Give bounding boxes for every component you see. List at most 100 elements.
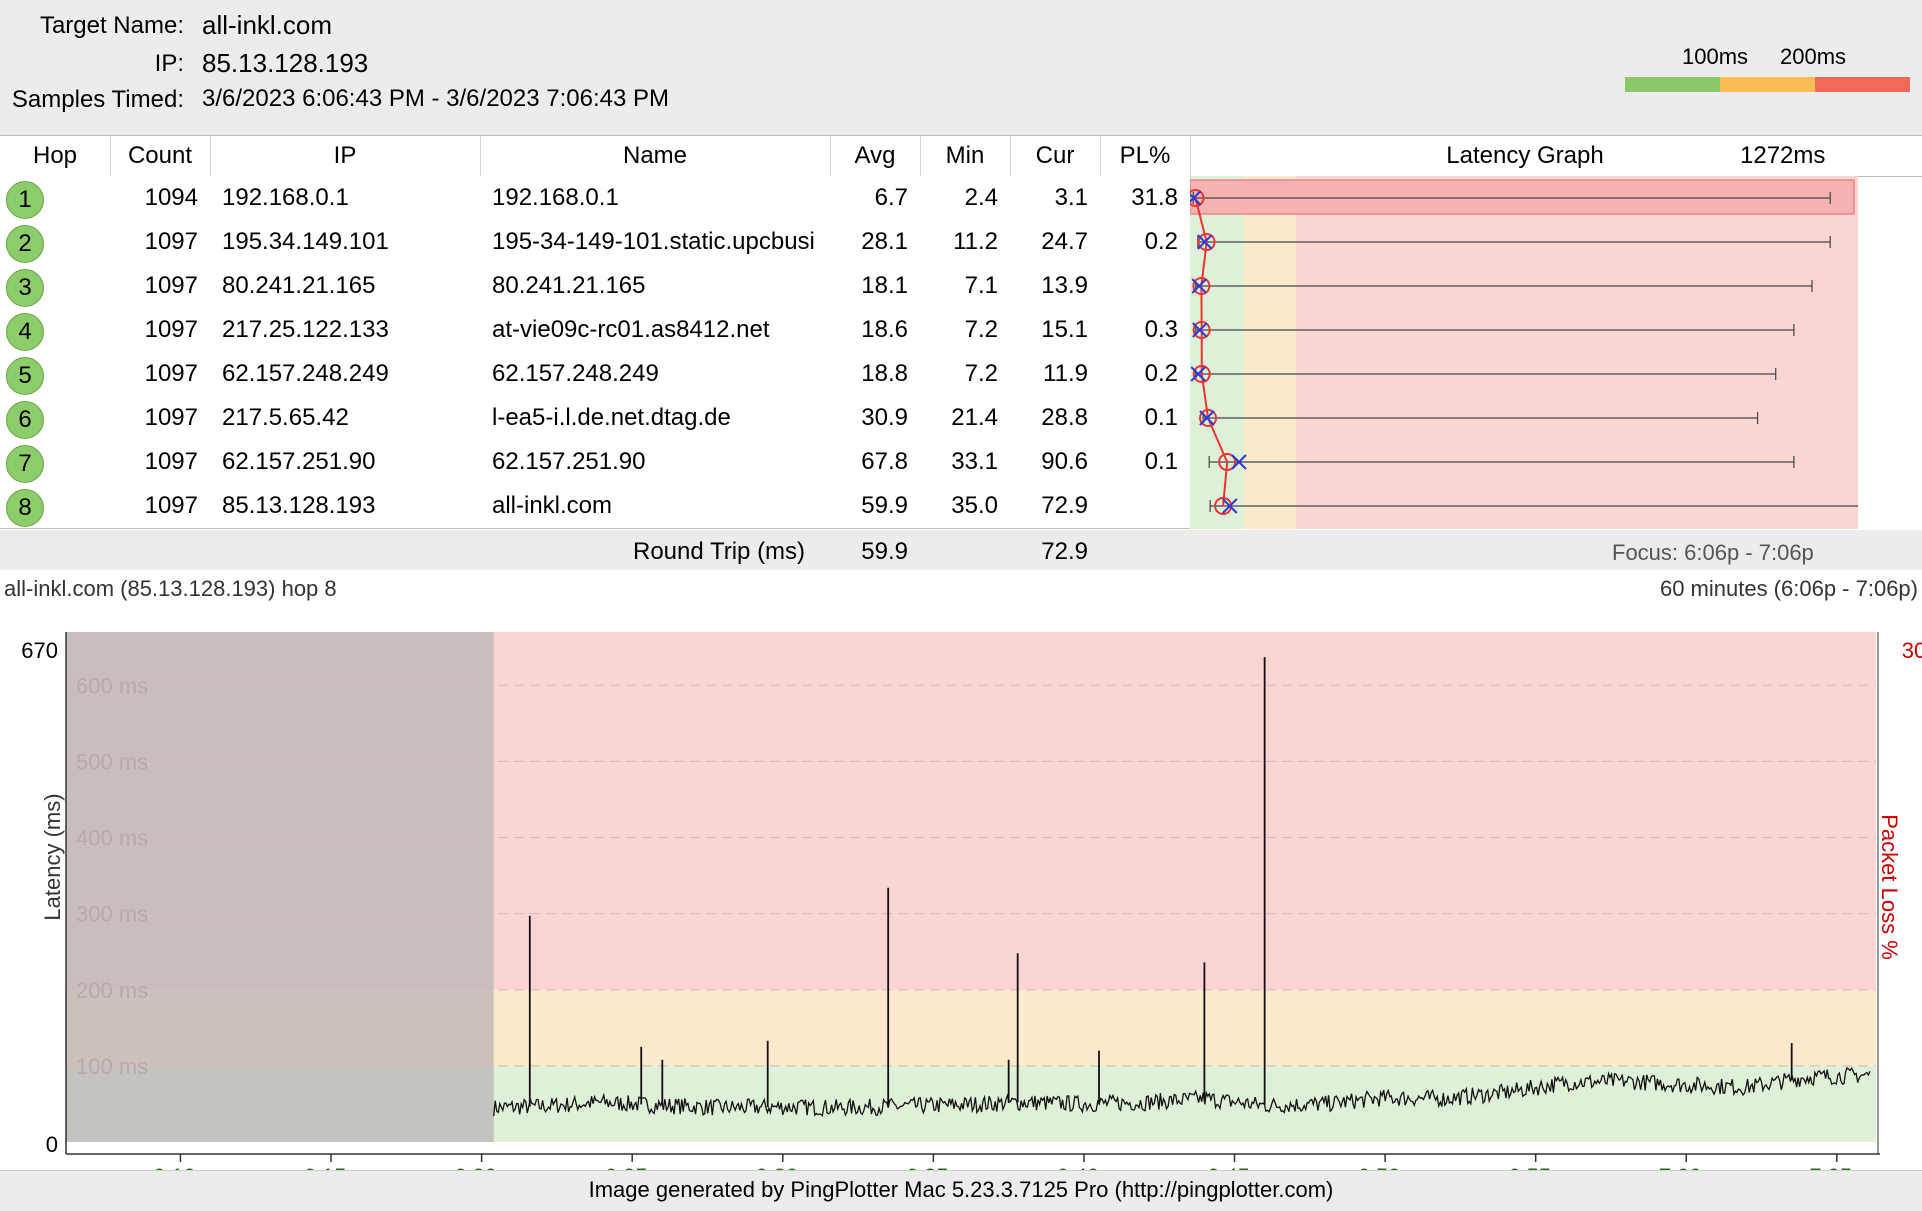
latency-timeline-plot[interactable]: 100 ms 200 ms 300 ms 400 ms 500 ms 600 ms 670 0… — [0, 600, 1922, 1170]
packet-loss-max-label: 30 — [1902, 638, 1922, 663]
x-tick-label: 6:55p — [1508, 1164, 1563, 1170]
x-tick-label: 6:20p — [454, 1164, 509, 1170]
cell-ip: 217.25.122.133 — [222, 316, 389, 343]
cell-pl: 0.1 — [1144, 448, 1178, 475]
cell-count: 1097 — [144, 272, 198, 299]
no-data-region — [66, 632, 494, 1142]
x-tick-label: 6:50p — [1358, 1164, 1413, 1170]
cell-pl: 0.1 — [1144, 404, 1178, 431]
cell-name: 80.241.21.165 — [492, 272, 646, 299]
table-row[interactable]: 8 1097 85.13.128.193 all-inkl.com 59.9 35.0 72… — [0, 484, 1190, 529]
target-name-value: all-inkl.com — [202, 10, 333, 40]
cell-count: 1097 — [144, 492, 198, 519]
cell-min: 35.0 — [951, 492, 998, 519]
cell-cur: 24.7 — [1041, 228, 1088, 255]
table-row[interactable]: 1 1094 192.168.0.1 192.168.0.1 6.7 2.4 3.1 31.8 — [0, 176, 1190, 221]
cell-ip: 62.157.251.90 — [222, 448, 376, 475]
graph-band-warn — [1243, 176, 1296, 529]
current-marker — [1190, 366, 1206, 382]
avg-marker — [1199, 409, 1218, 427]
cell-name: 62.157.251.90 — [492, 448, 646, 475]
y-min-label: 0 — [46, 1132, 58, 1157]
cell-min: 7.2 — [964, 316, 998, 343]
column-header-latency-graph[interactable]: Latency Graph — [1446, 142, 1604, 169]
gridline-label: 600 ms — [76, 673, 148, 698]
table-row[interactable]: 3 1097 80.241.21.165 80.241.21.165 18.1 7.1 13… — [0, 264, 1190, 309]
table-row[interactable]: 4 1097 217.25.122.133 at-vie09c-rc01.as8412… — [0, 308, 1190, 353]
ip-label: IP: — [154, 50, 184, 77]
cell-cur: 13.9 — [1041, 272, 1088, 299]
cell-ip: 192.168.0.1 — [222, 184, 349, 211]
cell-min: 7.1 — [964, 272, 998, 299]
cell-count: 1097 — [144, 316, 198, 343]
table-row[interactable]: 2 1097 195.34.149.101 195-34-149-101.static… — [0, 220, 1190, 265]
x-tick-label: 7:05p — [1809, 1164, 1864, 1170]
latency-graph-scale-label: 1272ms — [1740, 142, 1826, 169]
table-row[interactable]: 6 1097 217.5.65.42 l-ea5-i.l.de.net.dtag.de… — [0, 396, 1190, 441]
current-marker — [1190, 190, 1202, 206]
gridline-label: 200 ms — [76, 978, 148, 1003]
gridline-label: 400 ms — [76, 826, 148, 851]
round-trip-label: Round Trip (ms) — [633, 538, 806, 565]
column-header-pl[interactable]: PL% — [1119, 142, 1171, 169]
cell-count: 1097 — [144, 448, 198, 475]
target-name-label: Target Name: — [39, 12, 184, 39]
current-marker — [1222, 498, 1238, 514]
hop-number-badge: 1 — [6, 181, 44, 219]
cell-name: 62.157.248.249 — [492, 360, 659, 387]
cell-avg: 67.8 — [861, 448, 908, 475]
x-tick-label: 6:40p — [1056, 1164, 1111, 1170]
cell-cur: 28.8 — [1041, 404, 1088, 431]
table-header: Hop Count IP Name Avg Min Cur PL% Latenc… — [0, 135, 1922, 177]
cell-min: 2.4 — [964, 184, 998, 211]
cell-avg: 28.1 — [861, 228, 908, 255]
y2-axis-title: Packet Loss % — [1877, 814, 1902, 960]
chart-title: all-inkl.com (85.13.128.193) hop 8 — [4, 576, 337, 601]
cell-cur: 3.1 — [1054, 184, 1088, 211]
hop-number-badge: 4 — [6, 313, 44, 351]
x-tick-label: 6:35p — [906, 1164, 961, 1170]
legend-200ms-label: 200ms — [1780, 44, 1847, 69]
round-trip-avg: 59.9 — [861, 538, 908, 565]
hop-number-badge: 5 — [6, 357, 44, 395]
column-header-hop[interactable]: Hop — [32, 142, 78, 169]
cell-pl: 0.3 — [1144, 316, 1178, 343]
footer: Image generated by PingPlotter Mac 5.23.… — [0, 1170, 1922, 1211]
avg-marker — [1192, 365, 1211, 383]
hop-number-badge: 2 — [6, 225, 44, 263]
legend-warn-swatch — [1720, 77, 1815, 92]
x-tick-label: 6:15p — [303, 1164, 358, 1170]
column-header-min[interactable]: Min — [945, 142, 985, 169]
column-header-cur[interactable]: Cur — [1035, 142, 1075, 169]
cell-name: 192.168.0.1 — [492, 184, 619, 211]
avg-marker — [1190, 189, 1205, 207]
cell-ip: 80.241.21.165 — [222, 272, 376, 299]
cell-name: l-ea5-i.l.de.net.dtag.de — [492, 404, 731, 431]
latency-color-legend — [1625, 77, 1910, 92]
column-header-avg[interactable]: Avg — [854, 142, 896, 169]
cell-ip: 195.34.149.101 — [222, 228, 389, 255]
legend-good-swatch — [1625, 77, 1720, 92]
footer-credit: Image generated by PingPlotter Mac 5.23.… — [588, 1177, 1334, 1202]
table-row[interactable]: 7 1097 62.157.251.90 62.157.251.90 67.8 33.1 9… — [0, 440, 1190, 485]
cell-avg: 18.1 — [861, 272, 908, 299]
column-header-ip[interactable]: IP — [333, 142, 357, 169]
y-max-label: 670 — [21, 638, 58, 663]
cell-count: 1094 — [144, 184, 198, 211]
table-row[interactable]: 5 1097 62.157.248.249 62.157.248.249 18.8 7.2… — [0, 352, 1190, 397]
cell-avg: 18.6 — [861, 316, 908, 343]
column-header-name[interactable]: Name — [622, 142, 688, 169]
avg-marker — [1192, 277, 1211, 295]
avg-marker — [1192, 321, 1211, 339]
y-axis-title: Latency (ms) — [40, 793, 65, 920]
cell-count: 1097 — [144, 360, 198, 387]
cell-count: 1097 — [144, 404, 198, 431]
column-header-count[interactable]: Count — [127, 142, 193, 169]
round-trip-cur: 72.9 — [1041, 538, 1088, 565]
current-marker — [1191, 278, 1207, 294]
trace-table: Hop Count IP Name Avg Min Cur PL% Latenc… — [0, 135, 1922, 530]
focus-range-label[interactable]: Focus: 6:06p - 7:06p — [1612, 540, 1814, 565]
cell-cur: 90.6 — [1041, 448, 1088, 475]
cell-name: all-inkl.com — [492, 492, 613, 519]
